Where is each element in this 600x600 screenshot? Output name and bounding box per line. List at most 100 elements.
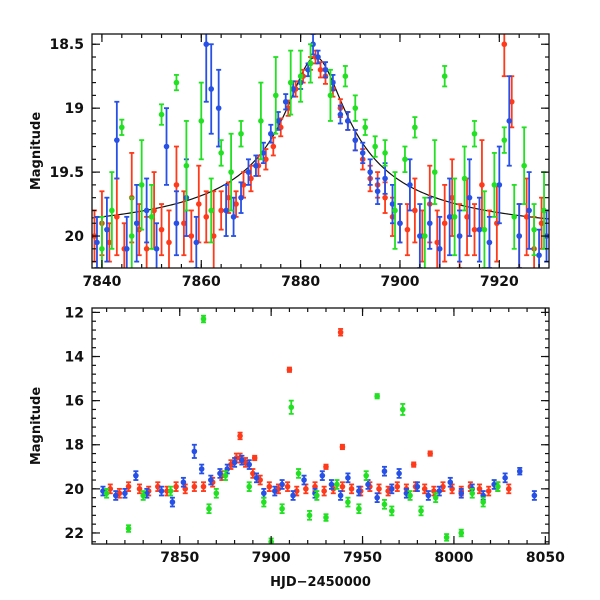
data-point	[451, 214, 458, 220]
data-point	[356, 488, 362, 494]
data-point	[166, 239, 172, 246]
y-tick-label: 16	[65, 394, 84, 410]
data-point	[376, 486, 382, 492]
data-point	[288, 404, 295, 411]
data-point	[427, 450, 433, 457]
data-point	[253, 162, 259, 169]
plot-area	[100, 314, 538, 544]
y-tick-label: 20	[65, 229, 85, 245]
data-point	[317, 67, 324, 73]
x-tick-label: 7850	[160, 550, 199, 566]
data-point	[480, 499, 486, 505]
data-point	[407, 182, 413, 188]
data-point	[246, 461, 253, 468]
data-point	[516, 468, 523, 475]
data-point	[446, 214, 453, 220]
data-point	[381, 501, 388, 508]
data-point	[112, 492, 119, 499]
data-point	[306, 512, 313, 519]
data-point	[476, 226, 483, 233]
data-point	[464, 214, 470, 220]
x-tick-label: 7950	[343, 550, 382, 566]
data-point	[303, 486, 309, 492]
series-0	[107, 328, 512, 499]
data-point	[109, 207, 115, 214]
data-point	[103, 490, 110, 497]
series-2	[103, 314, 501, 544]
x-tick-label: 7920	[480, 274, 519, 290]
data-point	[356, 505, 362, 512]
data-point	[114, 214, 120, 220]
data-point	[523, 214, 530, 220]
data-point	[195, 201, 202, 207]
data-point	[374, 494, 380, 501]
data-point	[531, 226, 537, 233]
data-point	[441, 73, 448, 79]
data-point	[217, 470, 223, 477]
data-point	[213, 490, 220, 497]
data-point	[297, 73, 304, 79]
data-point	[404, 226, 411, 233]
data-point	[155, 483, 161, 490]
data-point	[418, 508, 424, 514]
x-tick-label: 7880	[281, 274, 320, 290]
data-point	[148, 214, 155, 220]
data-point	[359, 150, 366, 156]
data-point	[133, 220, 140, 227]
x-tick-label: 7860	[182, 274, 221, 290]
data-point	[153, 246, 160, 252]
y-tick-label: 18	[65, 438, 84, 454]
data-point	[461, 175, 468, 182]
data-point	[431, 169, 438, 175]
data-point	[272, 92, 279, 99]
data-point	[342, 73, 349, 79]
data-point	[402, 156, 408, 163]
data-point	[319, 472, 326, 479]
data-point	[307, 60, 314, 67]
x-tick-label: 7900	[380, 274, 419, 290]
data-point	[469, 490, 476, 497]
data-point	[123, 246, 130, 252]
data-point	[471, 226, 478, 233]
data-point	[290, 492, 296, 499]
x-tick-label: 7900	[252, 550, 291, 566]
data-point	[410, 461, 417, 468]
data-point	[440, 483, 446, 490]
data-point	[158, 111, 165, 118]
data-point	[239, 457, 245, 463]
x-tick-label: 7840	[82, 274, 121, 290]
data-point	[345, 475, 351, 481]
data-point	[314, 492, 320, 499]
data-point	[458, 490, 465, 497]
data-point	[352, 105, 359, 111]
data-point	[485, 488, 492, 494]
data-point	[163, 143, 170, 150]
data-point	[538, 220, 545, 227]
data-point	[345, 118, 351, 124]
data-point	[253, 475, 260, 481]
panel-1: 7850 7900 7950 8000 8050 12 14 16 18 20 22 Magnitud…	[29, 305, 565, 590]
data-point	[392, 207, 398, 214]
data-point	[286, 366, 293, 373]
data-point	[198, 118, 205, 124]
data-point	[272, 488, 278, 494]
data-point	[458, 530, 465, 536]
data-point	[279, 481, 285, 488]
data-point	[208, 86, 215, 92]
data-point	[200, 316, 207, 322]
y-tick-label: 20	[65, 482, 85, 498]
data-point	[158, 488, 165, 494]
data-point	[412, 124, 418, 131]
data-point	[337, 111, 344, 118]
data-point	[322, 67, 329, 73]
data-point	[486, 239, 493, 246]
data-point	[348, 486, 355, 492]
data-point	[466, 194, 473, 201]
y-axis-label: Magnitude	[29, 112, 44, 191]
data-point	[441, 220, 448, 227]
data-point	[508, 98, 515, 105]
data-point	[436, 246, 443, 252]
data-point	[315, 54, 321, 60]
data-point	[258, 118, 264, 124]
